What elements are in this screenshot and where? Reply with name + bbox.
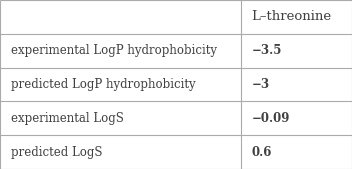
Text: 0.6: 0.6 (252, 146, 272, 159)
Text: −3.5: −3.5 (252, 44, 282, 57)
Text: experimental LogP hydrophobicity: experimental LogP hydrophobicity (11, 44, 216, 57)
Text: predicted LogP hydrophobicity: predicted LogP hydrophobicity (11, 78, 195, 91)
Text: experimental LogS: experimental LogS (11, 112, 124, 125)
Text: −3: −3 (252, 78, 270, 91)
Text: L–threonine: L–threonine (252, 10, 332, 23)
Text: −0.09: −0.09 (252, 112, 290, 125)
Text: predicted LogS: predicted LogS (11, 146, 102, 159)
